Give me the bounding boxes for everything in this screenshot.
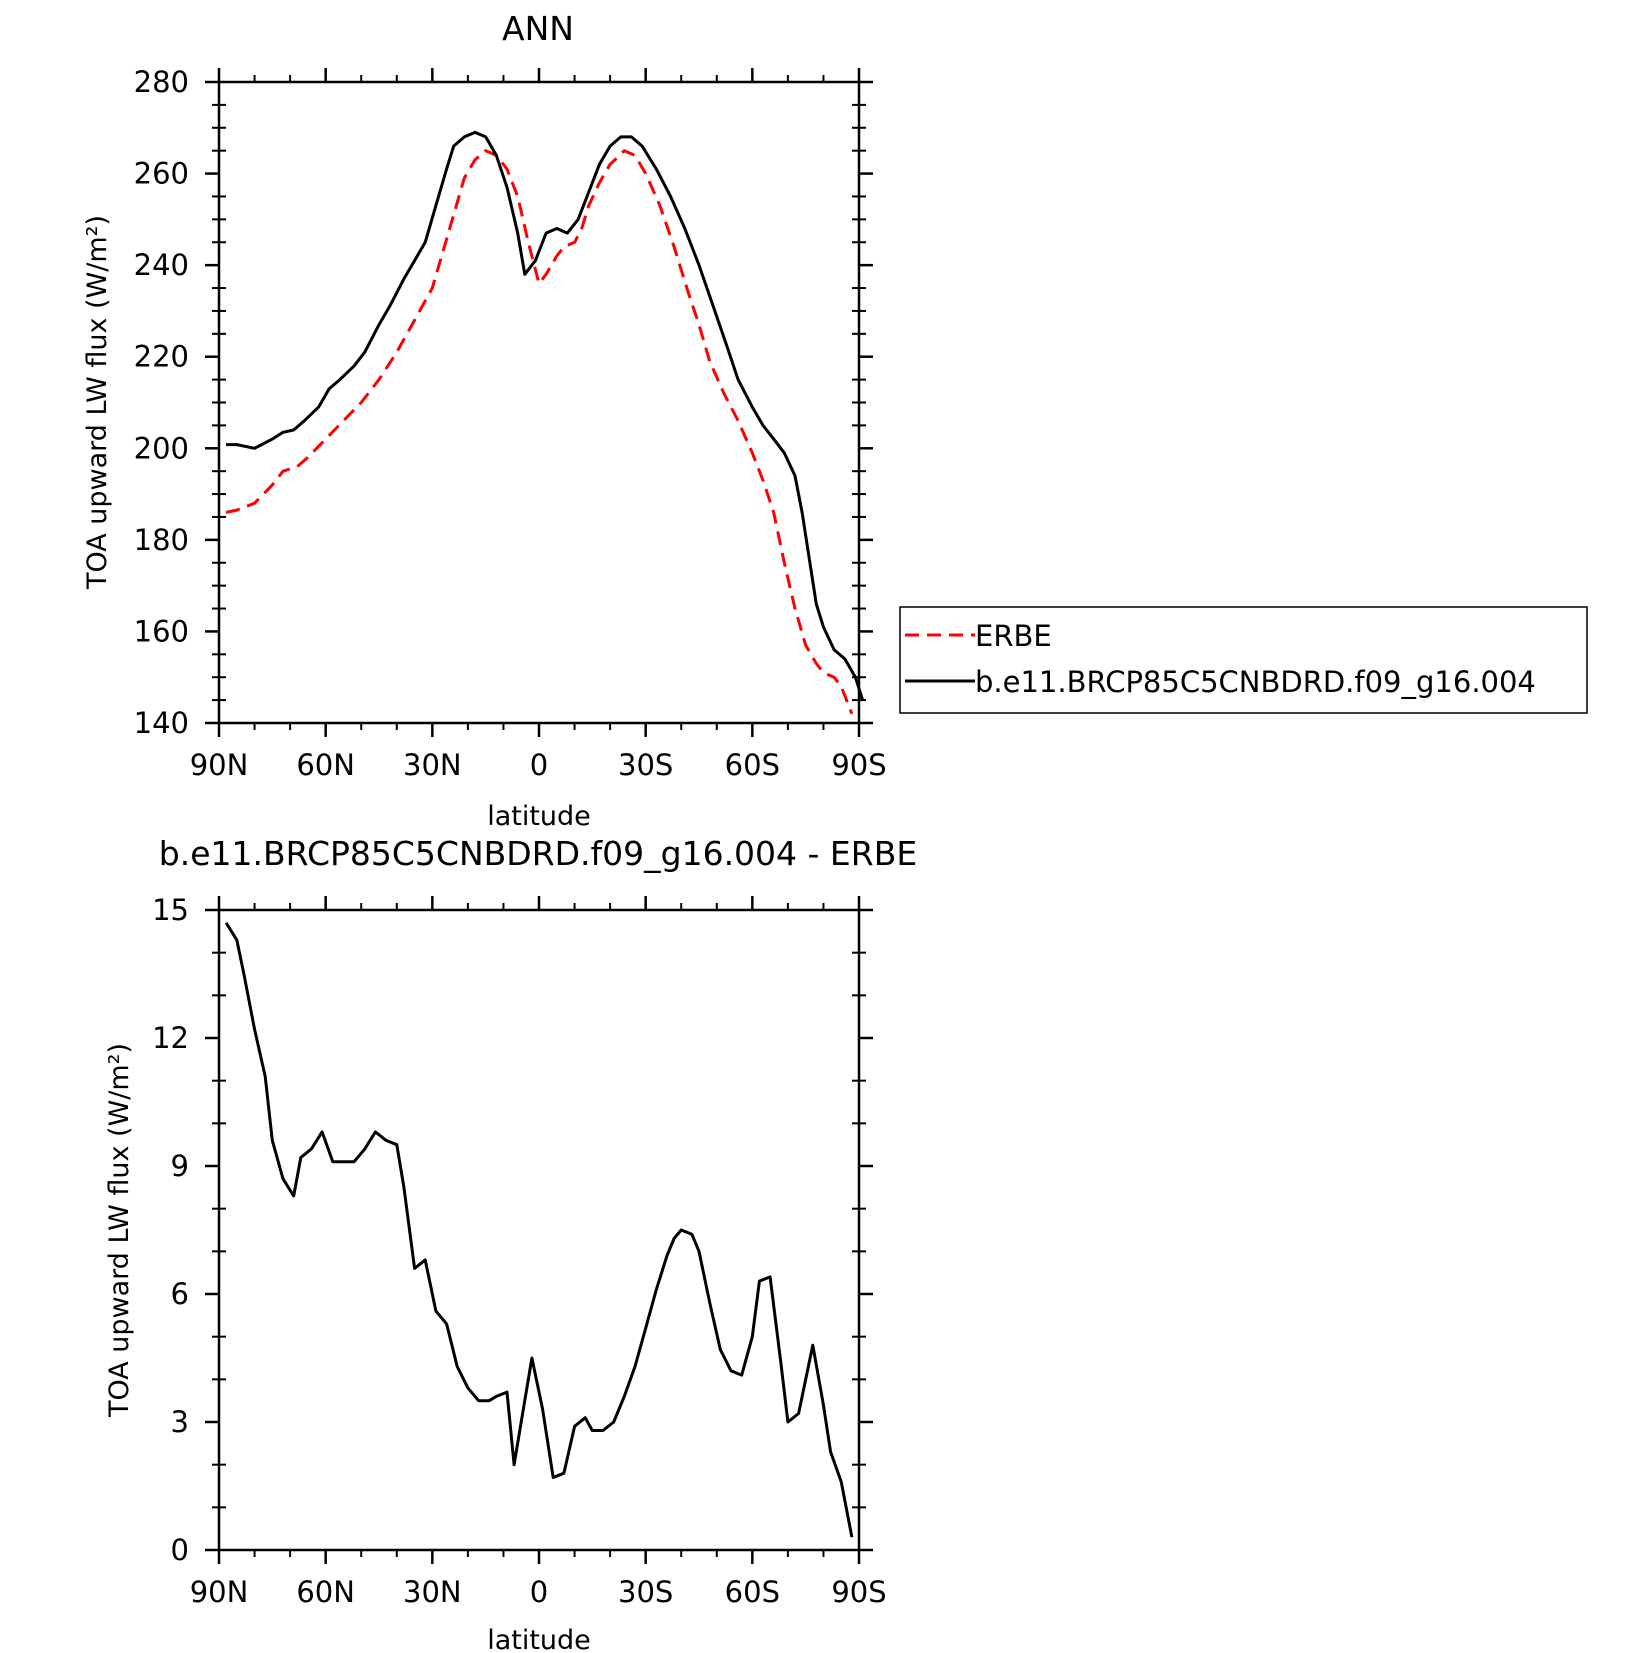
- legend-box: [899, 606, 1588, 714]
- bottom-y-tick-label: 12: [152, 1021, 189, 1055]
- top-x-tick-label: 30N: [403, 748, 462, 782]
- bottom-y-tick-label: 15: [152, 893, 189, 927]
- top-series-layer: [225, 130, 865, 715]
- top-y-tick-label: 140: [134, 706, 189, 740]
- top-y-tick-label: 180: [134, 523, 189, 557]
- bottom-x-tick-label: 60N: [296, 1575, 355, 1609]
- bottom-ticks-layer: 90N 60N 30N 0 30S 60S 90S 0 3 6 9 12 15: [152, 893, 887, 1609]
- bottom-x-tick-label: 0: [530, 1575, 548, 1609]
- bottom-x-tick-label: 90S: [831, 1575, 886, 1609]
- top-series-line-1: [226, 130, 865, 701]
- top-y-axis-title: TOA upward LW flux (W/m²): [82, 215, 113, 590]
- bottom-series-line-0: [224, 922, 854, 1538]
- bottom-panel-title: b.e11.BRCP85C5CNBDRD.f09_g16.004 - ERBE: [159, 834, 917, 873]
- top-x-tick-label: 60S: [725, 748, 780, 782]
- top-y-tick-label: 280: [134, 65, 189, 99]
- bottom-series-layer: [224, 922, 854, 1538]
- top-x-tick-label: 0: [530, 748, 548, 782]
- legend-label-model: b.e11.BRCP85C5CNBDRD.f09_g16.004: [975, 665, 1536, 699]
- top-series-line-0: [225, 149, 854, 715]
- top-x-axis-title: latitude: [487, 801, 591, 832]
- top-x-tick-label: 90N: [190, 748, 249, 782]
- bottom-y-tick-label: 6: [171, 1277, 189, 1311]
- top-panel: ANN 90N 60N 30N 0 30S 60S 90S 140 160 180 200 220 24…: [82, 9, 1588, 832]
- top-x-tick-label: 90S: [831, 748, 886, 782]
- top-y-tick-label: 220: [134, 340, 189, 374]
- bottom-panel: b.e11.BRCP85C5CNBDRD.f09_g16.004 - ERBE …: [104, 834, 917, 1653]
- top-y-tick-label: 200: [134, 431, 189, 465]
- top-x-tick-label: 30S: [618, 748, 673, 782]
- bottom-x-axis-title: latitude: [487, 1625, 591, 1653]
- bottom-y-tick-label: 9: [171, 1149, 189, 1183]
- bottom-y-axis-title: TOA upward LW flux (W/m²): [104, 1043, 135, 1418]
- bottom-x-tick-label: 30N: [403, 1575, 462, 1609]
- top-y-tick-label: 260: [134, 157, 189, 191]
- top-panel-title: ANN: [502, 9, 574, 48]
- bottom-x-tick-label: 60S: [725, 1575, 780, 1609]
- top-ticks-layer: 90N 60N 30N 0 30S 60S 90S 140 160 180 200 220 240 260…: [134, 65, 887, 782]
- bottom-x-tick-label: 30S: [618, 1575, 673, 1609]
- legend: ERBE b.e11.BRCP85C5CNBDRD.f09_g16.004: [899, 606, 1588, 714]
- top-x-tick-label: 60N: [296, 748, 355, 782]
- legend-label-erbe: ERBE: [975, 619, 1052, 653]
- bottom-y-tick-label: 3: [171, 1405, 189, 1439]
- top-y-tick-label: 240: [134, 248, 189, 282]
- bottom-y-tick-label: 0: [171, 1533, 189, 1567]
- top-plot-frame: [217, 80, 861, 725]
- bottom-plot-frame: [217, 908, 861, 1552]
- bottom-x-tick-label: 90N: [190, 1575, 249, 1609]
- top-y-tick-label: 160: [134, 614, 189, 648]
